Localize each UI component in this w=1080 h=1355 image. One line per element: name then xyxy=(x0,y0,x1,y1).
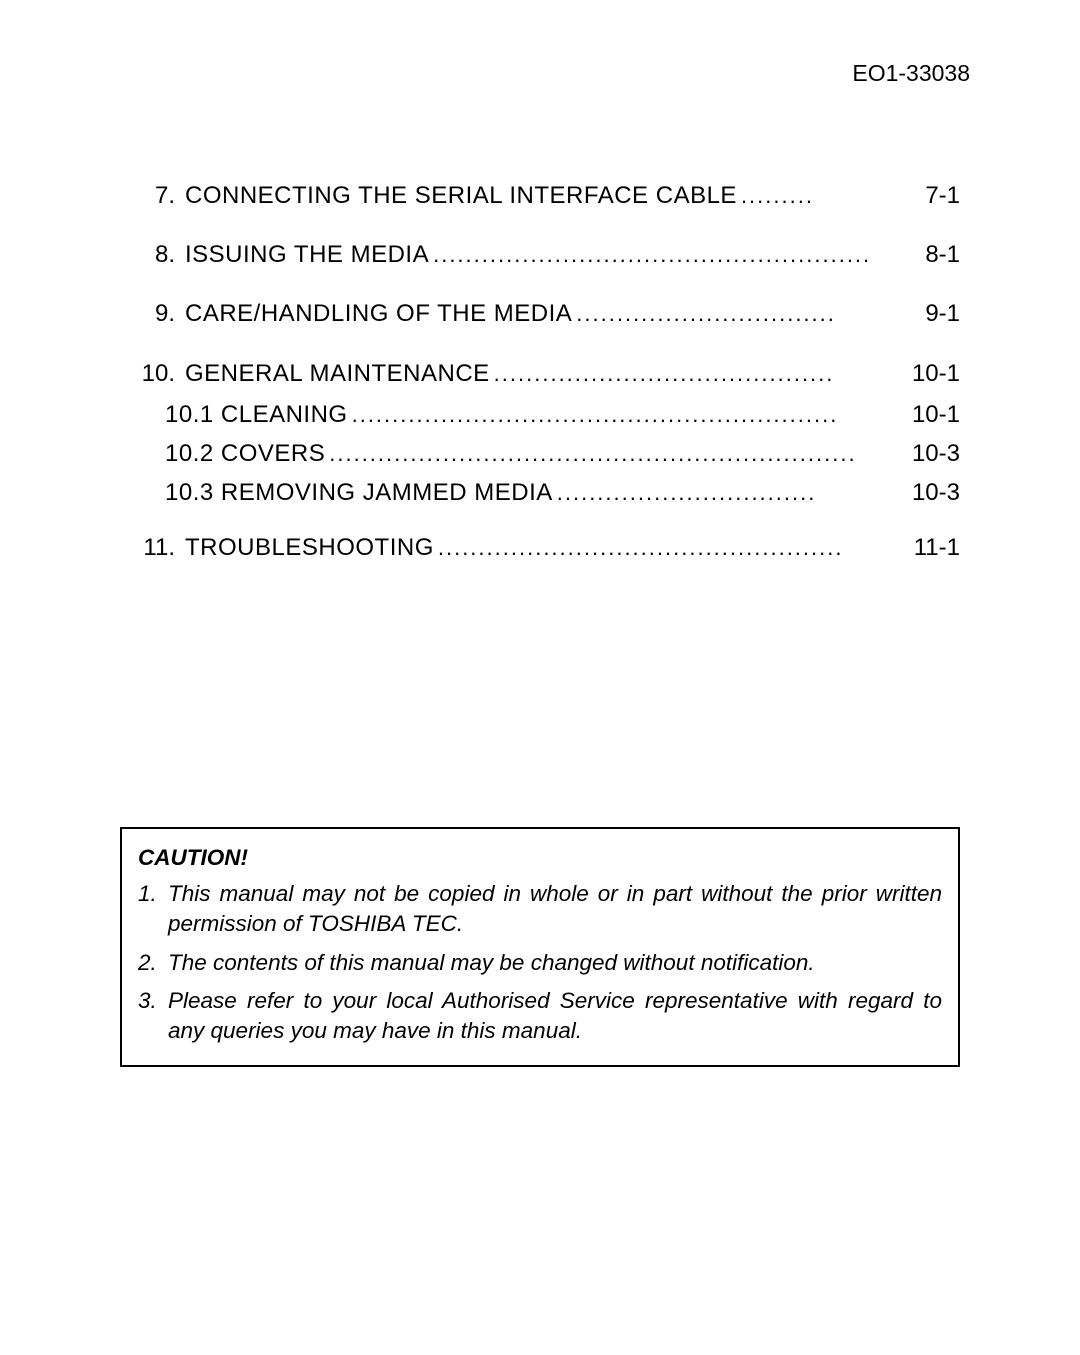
toc-title: 10.3 REMOVING JAMMED MEDIA xyxy=(165,474,553,511)
caution-item-number: 3. xyxy=(138,986,168,1047)
toc-leader: ........................................… xyxy=(429,238,921,272)
toc-leader: ........................................… xyxy=(490,357,908,391)
toc-leader: ................................ xyxy=(553,476,908,510)
toc-title: CARE/HANDLING OF THE MEDIA xyxy=(185,295,572,332)
manual-page: EO1-33038 7. CONNECTING THE SERIAL INTER… xyxy=(0,0,1080,1355)
toc-entry: 9. CARE/HANDLING OF THE MEDIA ..........… xyxy=(120,295,960,332)
toc-subentry: 10.2 COVERS ............................… xyxy=(120,435,960,472)
caution-title: CAUTION! xyxy=(138,843,942,873)
table-of-contents: 7. CONNECTING THE SERIAL INTERFACE CABLE… xyxy=(120,177,960,567)
caution-item-number: 2. xyxy=(138,948,168,978)
toc-page: 10-1 xyxy=(908,396,960,433)
toc-number: 9. xyxy=(120,295,185,332)
toc-title: 10.1 CLEANING xyxy=(165,396,348,433)
toc-page: 10-3 xyxy=(908,435,960,472)
toc-page: 10-1 xyxy=(908,355,960,392)
toc-subentry: 10.3 REMOVING JAMMED MEDIA .............… xyxy=(120,474,960,511)
toc-page: 9-1 xyxy=(921,295,960,332)
toc-title: 10.2 COVERS xyxy=(165,435,325,472)
toc-page: 11-1 xyxy=(910,529,960,566)
caution-item-number: 1. xyxy=(138,879,168,940)
toc-leader: ........................................… xyxy=(348,398,908,432)
toc-subentry: 10.1 CLEANING ..........................… xyxy=(120,396,960,433)
toc-entry: 7. CONNECTING THE SERIAL INTERFACE CABLE… xyxy=(120,177,960,214)
toc-title: TROUBLESHOOTING xyxy=(185,529,434,566)
caution-box: CAUTION! 1. This manual may not be copie… xyxy=(120,827,960,1067)
toc-entry: 8. ISSUING THE MEDIA ...................… xyxy=(120,236,960,273)
toc-title: CONNECTING THE SERIAL INTERFACE CABLE xyxy=(185,177,737,214)
caution-item: 1. This manual may not be copied in whol… xyxy=(138,879,942,940)
toc-page: 7-1 xyxy=(921,177,960,214)
toc-page: 8-1 xyxy=(921,236,960,273)
toc-number: 11. xyxy=(120,529,185,566)
caution-item-text: The contents of this manual may be chang… xyxy=(168,948,942,978)
document-code: EO1-33038 xyxy=(120,60,970,87)
toc-leader: ........................................… xyxy=(325,437,908,471)
toc-number: 7. xyxy=(120,177,185,214)
toc-number: 10. xyxy=(120,355,185,392)
toc-entry: 11. TROUBLESHOOTING ....................… xyxy=(120,529,960,566)
caution-item-text: This manual may not be copied in whole o… xyxy=(168,879,942,940)
toc-title: ISSUING THE MEDIA xyxy=(185,236,429,273)
toc-title: GENERAL MAINTENANCE xyxy=(185,355,490,392)
toc-leader: ........................................… xyxy=(434,531,910,565)
toc-number: 8. xyxy=(120,236,185,273)
toc-entry: 10. GENERAL MAINTENANCE ................… xyxy=(120,355,960,392)
caution-item: 2. The contents of this manual may be ch… xyxy=(138,948,942,978)
toc-page: 10-3 xyxy=(908,474,960,511)
caution-item-text: Please refer to your local Authorised Se… xyxy=(168,986,942,1047)
toc-leader: ................................ xyxy=(572,297,921,331)
caution-item: 3. Please refer to your local Authorised… xyxy=(138,986,942,1047)
toc-leader: ......... xyxy=(737,179,921,213)
